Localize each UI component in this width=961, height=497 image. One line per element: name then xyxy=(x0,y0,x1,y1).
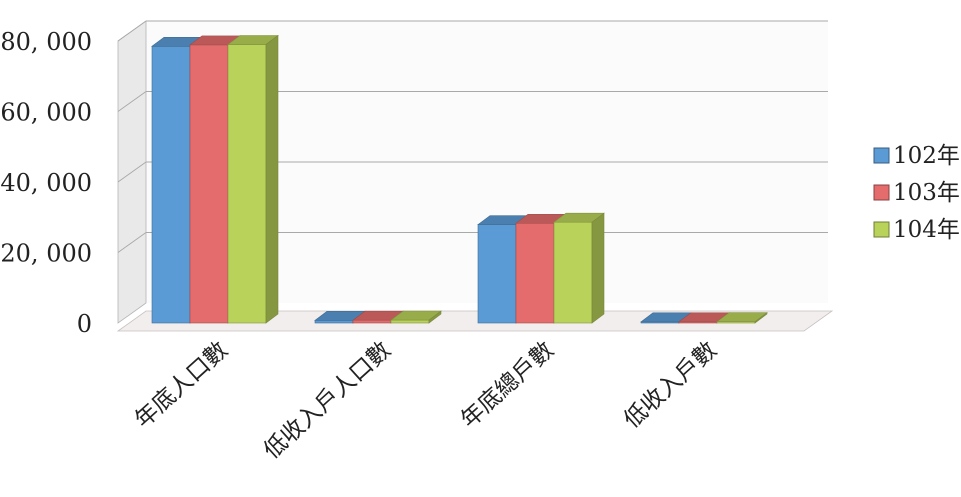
bar xyxy=(716,312,768,324)
bar-side xyxy=(754,312,768,324)
y-tick-label: 20, 000 xyxy=(0,240,92,268)
legend-item: 103年 xyxy=(873,180,960,206)
bar-side xyxy=(591,212,605,324)
legend-label: 103年 xyxy=(893,180,960,206)
legend-item: 102年 xyxy=(873,143,960,169)
x-tick-label: 年底總戶數 xyxy=(456,337,559,433)
gridline-side xyxy=(117,232,147,253)
y-axis-ticks: 0 20, 000 40, 000 60, 000 80, 000 xyxy=(0,28,92,338)
y-tick-label: 40, 000 xyxy=(0,169,92,197)
legend: 102年 103年 104年 xyxy=(873,143,960,243)
y-tick-label: 60, 000 xyxy=(0,99,92,127)
gridline-side xyxy=(117,161,147,183)
bar-front xyxy=(151,45,191,324)
y-tick-label: 80, 000 xyxy=(0,28,92,56)
bar-front xyxy=(314,320,354,324)
bar-front xyxy=(352,319,392,324)
bar-side xyxy=(428,310,442,324)
bar xyxy=(640,312,692,324)
bars xyxy=(151,34,768,324)
bar xyxy=(227,34,279,324)
x-tick-label: 低收入戶數 xyxy=(619,337,722,433)
gridline-side xyxy=(117,91,147,112)
gridline-side xyxy=(117,20,147,42)
y-tick-label: 0 xyxy=(77,310,92,338)
legend-label: 102年 xyxy=(893,143,960,169)
legend-item: 104年 xyxy=(873,217,960,243)
bar-front xyxy=(227,44,267,324)
legend-swatch xyxy=(873,221,890,238)
x-axis-ticks: 年底人口數 低收入戶人口數 年底總戶數 低收入戶數 xyxy=(130,337,722,464)
legend-label: 104年 xyxy=(893,217,960,243)
bar xyxy=(553,212,605,324)
bar-front xyxy=(515,222,555,324)
bar-front xyxy=(477,224,517,324)
bar-side xyxy=(265,34,279,324)
legend-swatch xyxy=(873,147,890,164)
legend-swatch xyxy=(873,184,890,201)
bar xyxy=(390,310,442,324)
bar-front xyxy=(189,44,229,324)
x-tick-label: 低收入戶人口數 xyxy=(259,337,396,464)
bar-front xyxy=(390,319,430,324)
x-tick-label: 年底人口數 xyxy=(130,337,233,433)
bar-front xyxy=(553,221,593,324)
